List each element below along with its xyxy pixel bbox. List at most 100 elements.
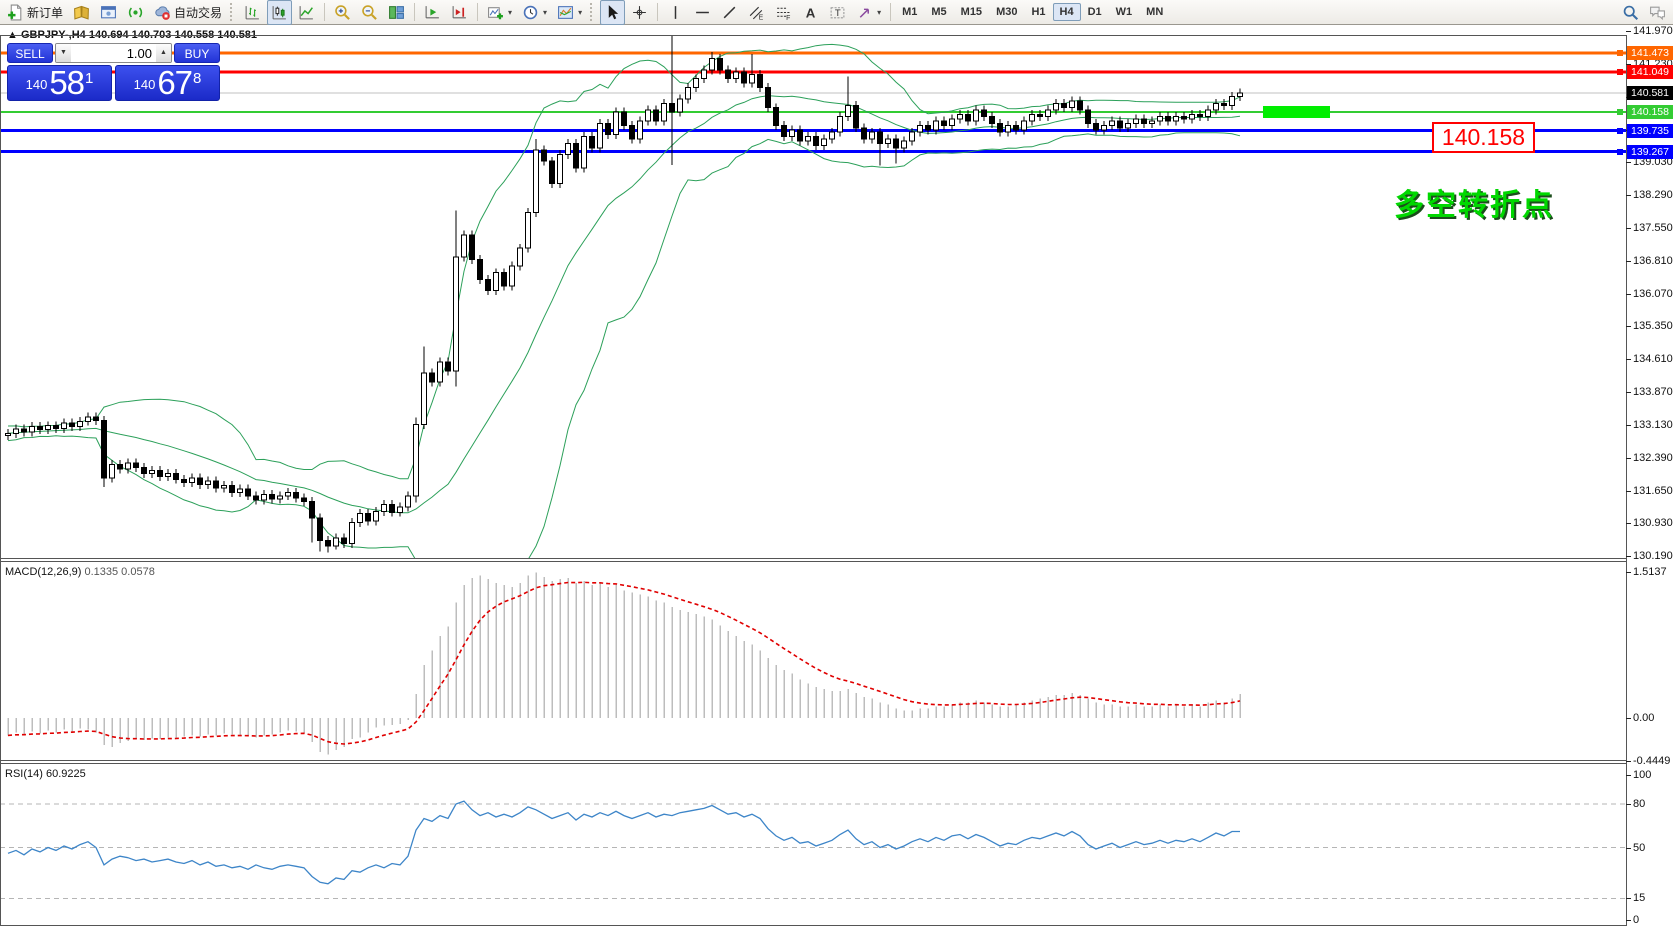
rsi-indicator-canvas[interactable]	[0, 763, 1626, 925]
price-callout-label[interactable]: 140.158	[1432, 122, 1535, 153]
toolbar-grip	[230, 3, 236, 21]
rsi-label: RSI(14) 60.9225	[5, 768, 86, 780]
horizontal-line-icon	[694, 4, 711, 21]
cursor-tool-button[interactable]	[600, 0, 626, 25]
chart-frame-left	[0, 35, 1, 925]
volume-increase-button[interactable]: ▲	[156, 44, 171, 62]
toolbar: 新订单 自动交易 ▾ ▾ ▾ E F A T ▾	[0, 0, 1673, 25]
price-axis-tick-label: 136.810	[1633, 255, 1673, 268]
price-chart-canvas[interactable]	[0, 35, 1626, 558]
signal-broadcast-icon	[127, 4, 144, 21]
text-icon: A	[802, 4, 819, 21]
dropdown-caret: ▾	[543, 7, 548, 17]
timeframe-h1-button[interactable]: H1	[1031, 6, 1046, 18]
line-endpoint-marker[interactable]	[1617, 69, 1623, 76]
horizontal-line-tool-button[interactable]	[690, 0, 715, 25]
macd-label: MACD(12,26,9) 0.1335 0.0578	[5, 566, 155, 578]
clock-icon	[522, 4, 539, 21]
rsi-axis-tick-label: 0	[1633, 914, 1640, 926]
price-axis-tick-mark	[1626, 195, 1631, 197]
line-chart-mode-button[interactable]	[294, 0, 319, 25]
auto-trading-button[interactable]: 自动交易	[150, 0, 226, 25]
price-axis-tick-label: 131.650	[1633, 485, 1673, 498]
bar-chart-mode-button[interactable]	[240, 0, 265, 25]
templates-button[interactable]: ▾	[553, 0, 586, 25]
chart-shift-button[interactable]	[447, 0, 472, 25]
candle-chart-mode-button[interactable]	[267, 0, 293, 25]
price-axis-tick-label: 130.190	[1633, 550, 1673, 563]
volume-decrease-button[interactable]: ▼	[56, 44, 71, 62]
indicators-icon	[487, 4, 504, 21]
auto-trading-label: 自动交易	[174, 5, 223, 20]
pane-separator[interactable]	[0, 763, 1626, 764]
dropdown-caret: ▾	[508, 7, 513, 17]
timeframe-m1-button[interactable]: M1	[902, 6, 918, 18]
signals-button[interactable]	[123, 0, 148, 25]
chat-button[interactable]	[1645, 0, 1670, 25]
dropdown-caret: ▾	[578, 7, 583, 17]
line-endpoint-marker[interactable]	[1617, 127, 1623, 134]
vertical-line-tool-button[interactable]	[663, 0, 688, 25]
timeframe-w1-button[interactable]: W1	[1115, 6, 1133, 18]
toolbar-separator	[414, 3, 416, 21]
crosshair-tool-button[interactable]	[627, 0, 652, 25]
market-watch-button[interactable]	[69, 0, 94, 25]
auto-scroll-button[interactable]	[420, 0, 445, 25]
pane-separator[interactable]	[0, 558, 1626, 559]
tile-windows-icon	[388, 4, 405, 21]
zoom-in-button[interactable]	[330, 0, 355, 25]
sell-button[interactable]: SELL	[7, 43, 53, 63]
periods-button[interactable]: ▾	[518, 0, 551, 25]
buy-price-box[interactable]: 140 67 8	[115, 65, 220, 101]
text-tool-button[interactable]: A	[798, 0, 823, 25]
sell-price-base: 140	[25, 77, 48, 92]
tile-windows-button[interactable]	[384, 0, 409, 25]
new-order-button[interactable]: 新订单	[3, 0, 67, 25]
buy-button[interactable]: BUY	[174, 43, 220, 63]
line-endpoint-marker[interactable]	[1617, 108, 1623, 115]
timeframe-h4-button[interactable]: H4	[1052, 3, 1081, 21]
pane-separator[interactable]	[0, 760, 1626, 761]
buy-price-base: 140	[133, 77, 156, 92]
book-icon	[73, 4, 90, 21]
macd-indicator-canvas[interactable]	[0, 563, 1626, 760]
line-endpoint-marker[interactable]	[1617, 148, 1623, 155]
timeframe-d1-button[interactable]: D1	[1087, 6, 1102, 18]
arrows-tool-button[interactable]: ▾	[852, 0, 885, 25]
line-endpoint-marker[interactable]	[1617, 50, 1623, 57]
fibonacci-tool-button[interactable]: F	[771, 0, 796, 25]
crosshair-icon	[631, 4, 648, 21]
zoom-out-button[interactable]	[357, 0, 382, 25]
timeframe-m5-button[interactable]: M5	[931, 6, 947, 18]
pane-separator[interactable]	[0, 561, 1626, 562]
price-axis-tick-mark	[1626, 392, 1631, 394]
text-label-icon: T	[829, 4, 846, 21]
dropdown-caret: ▾	[877, 7, 882, 17]
turning-point-note[interactable]: 多空转折点	[1394, 189, 1554, 222]
fibonacci-icon: F	[775, 4, 792, 21]
timeframe-m15-button[interactable]: M15	[960, 6, 983, 18]
new-order-icon	[7, 4, 24, 21]
timeframe-m30-button[interactable]: M30	[996, 6, 1018, 18]
price-axis-tick-label: 136.070	[1633, 288, 1673, 301]
volume-input[interactable]	[71, 44, 156, 62]
timeframe-mn-button[interactable]: MN	[1146, 6, 1164, 18]
channel-tool-button[interactable]: E	[744, 0, 769, 25]
terminal-button[interactable]	[96, 0, 121, 25]
toolbar-separator	[890, 3, 892, 21]
sell-price-main: 58	[49, 64, 85, 101]
price-axis-tick-mark	[1626, 261, 1631, 263]
indicators-button[interactable]: ▾	[483, 0, 516, 25]
volume-spinner: ▼ ▲	[55, 43, 172, 63]
text-label-tool-button[interactable]: T	[825, 0, 850, 25]
rsi-axis-tick-label: 50	[1633, 841, 1646, 854]
search-button[interactable]	[1618, 0, 1643, 25]
price-axis-tick-mark	[1626, 523, 1631, 525]
sell-price-box[interactable]: 140 58 1	[7, 65, 112, 101]
price-axis-tag: 141.049	[1627, 65, 1673, 80]
zoom-in-icon	[334, 4, 351, 21]
trendline-tool-button[interactable]	[717, 0, 742, 25]
svg-text:T: T	[835, 8, 841, 19]
macd-axis-tick-label: 0.00	[1633, 712, 1655, 724]
line-chart-icon	[298, 4, 315, 21]
